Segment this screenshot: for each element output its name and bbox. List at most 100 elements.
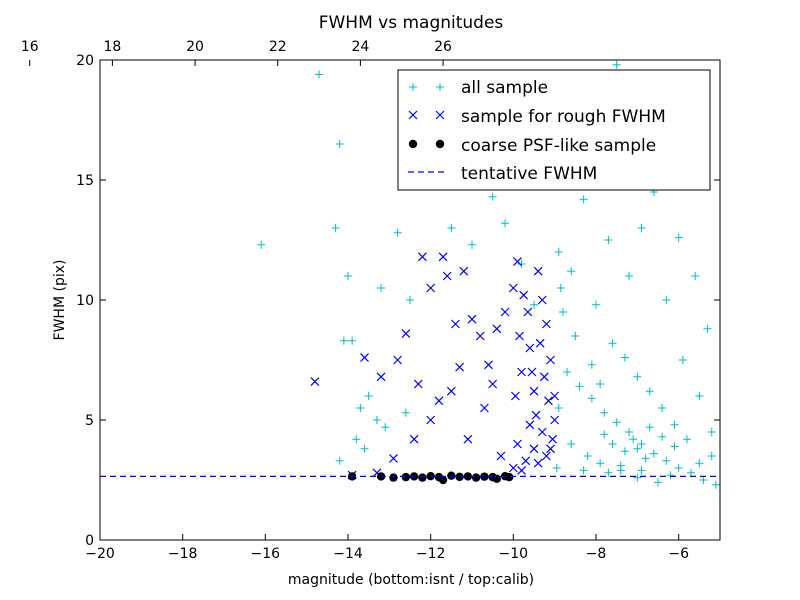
top-tick-label: 24	[351, 39, 369, 55]
all-sample-point	[406, 296, 414, 304]
all-sample-point	[658, 432, 667, 441]
all-sample-point	[596, 380, 605, 388]
rough-fwhm-point	[513, 439, 522, 449]
rough-fwhm-point	[508, 283, 518, 293]
all-sample-point	[579, 466, 588, 475]
rough-fwhm-point	[413, 379, 423, 389]
y-tick-label: 10	[76, 293, 94, 309]
all-sample-point	[678, 356, 687, 364]
rough-fwhm-point	[546, 355, 555, 365]
all-sample-point	[530, 300, 538, 309]
x-axis-label: magnitude (bottom:isnt / top:calib)	[288, 572, 534, 588]
all-sample-point	[641, 454, 650, 463]
rough-fwhm-point	[484, 360, 493, 370]
all-sample-point	[335, 456, 344, 465]
rough-fwhm-point	[434, 396, 444, 406]
rough-fwhm-point	[479, 403, 489, 413]
psf-sample-point	[505, 472, 514, 482]
legend-marker-x	[435, 110, 445, 120]
all-sample-point	[633, 444, 642, 453]
psf-sample-point	[401, 472, 411, 482]
all-sample-point	[257, 240, 266, 249]
x-tick-label: −16	[251, 546, 281, 562]
rough-fwhm-point	[446, 386, 456, 396]
all-sample-point	[633, 473, 642, 482]
rough-fwhm-point	[517, 465, 527, 475]
psf-sample-point	[447, 471, 456, 480]
all-sample-point	[625, 272, 634, 280]
all-sample-point	[315, 70, 324, 79]
legend: all sample sample for rough FWHM coarse …	[397, 69, 711, 191]
all-sample-point	[674, 464, 683, 472]
all-sample-point	[695, 459, 704, 468]
rough-fwhm-point	[401, 329, 411, 339]
all-sample-point	[612, 60, 621, 69]
rough-fwhm-point	[515, 331, 524, 341]
rough-fwhm-point	[389, 453, 398, 463]
all-sample-point	[658, 404, 667, 412]
all-sample-point	[563, 368, 572, 376]
all-sample-point	[579, 195, 588, 204]
top-tick-label: 18	[103, 39, 121, 55]
all-sample-point	[517, 260, 526, 268]
all-sample-point	[699, 476, 708, 484]
all-sample-point	[364, 392, 373, 400]
rough-fwhm-point	[467, 314, 477, 324]
all-sample-point	[649, 449, 658, 458]
rough-fwhm-point	[529, 444, 539, 454]
all-sample-point	[604, 236, 613, 244]
x-tick-label: −6	[668, 546, 689, 562]
rough-fwhm-point	[510, 391, 520, 401]
x-tick-label: −8	[586, 546, 607, 562]
top-tick-label: 20	[186, 39, 204, 55]
rough-fwhm-point	[535, 338, 545, 348]
all-sample-point	[567, 267, 576, 276]
rough-fwhm-point	[529, 386, 539, 396]
all-sample-point	[711, 480, 720, 489]
rough-fwhm-point	[475, 331, 485, 341]
all-sample-point	[344, 272, 352, 280]
series-marks	[100, 60, 720, 489]
rough-fwhm-point	[525, 343, 535, 353]
rough-fwhm-point	[531, 410, 541, 420]
all-sample-point	[401, 408, 410, 417]
all-sample-point	[554, 248, 563, 256]
y-tick-label: 15	[76, 173, 94, 189]
all-sample-point	[654, 478, 662, 487]
all-sample-point	[567, 440, 576, 448]
axes: −20−18−16−14−12−10−8−6051015201416182022…	[21, 39, 720, 562]
plot-area	[100, 60, 720, 489]
all-sample-point	[331, 224, 340, 232]
all-sample-point	[674, 233, 683, 242]
all-sample-point	[596, 459, 605, 468]
chart-title: FWHM vs magnitudes	[319, 13, 504, 33]
all-sample-point	[556, 284, 565, 292]
rough-fwhm-point	[459, 266, 469, 276]
top-tick-label: 22	[269, 39, 287, 55]
rough-fwhm-point	[537, 427, 547, 437]
all-sample-point	[608, 339, 617, 348]
rough-fwhm-point	[488, 379, 498, 389]
rough-fwhm-point	[548, 434, 558, 444]
psf-sample-point	[389, 473, 398, 482]
all-sample-point	[356, 404, 365, 412]
all-sample-point	[662, 456, 671, 465]
all-sample-point	[604, 468, 613, 477]
all-sample-point	[625, 428, 634, 436]
all-sample-point	[339, 336, 348, 345]
all-sample-point	[583, 452, 592, 460]
all-sample-point	[670, 420, 679, 429]
rough-fwhm-point	[426, 415, 436, 425]
legend-marker-x	[408, 110, 418, 120]
all-sample-point	[703, 324, 712, 333]
all-sample-point	[552, 464, 561, 472]
rough-fwhm-point	[513, 257, 522, 267]
rough-fwhm-point	[533, 458, 543, 468]
all-sample-point	[348, 336, 357, 345]
all-sample-point	[620, 447, 629, 456]
all-sample-point	[633, 372, 642, 381]
x-tick-label: −20	[85, 546, 115, 562]
all-sample-point	[587, 360, 596, 369]
rough-fwhm-point	[550, 415, 560, 425]
all-sample-point	[381, 423, 390, 432]
